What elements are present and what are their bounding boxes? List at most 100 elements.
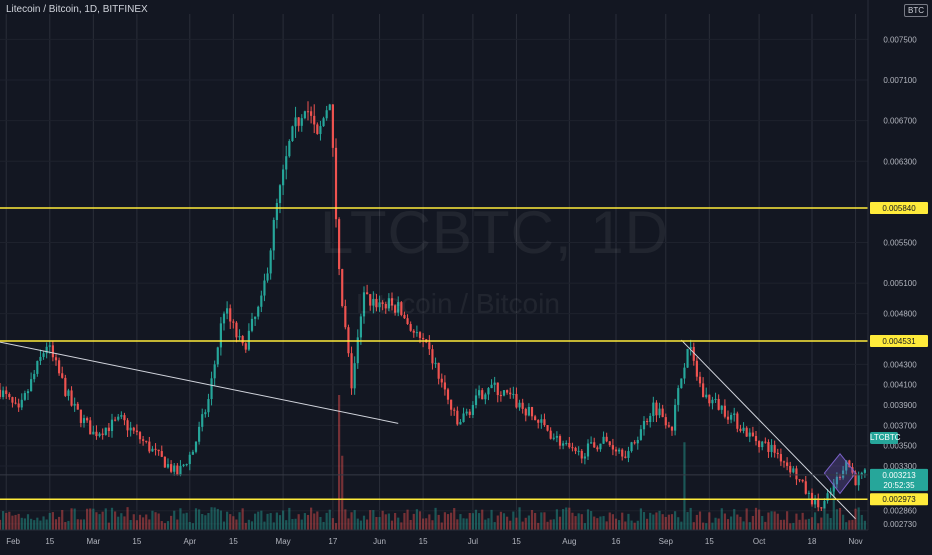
candle-body	[820, 507, 823, 509]
volume-bar	[484, 519, 487, 530]
volume-bar	[571, 512, 574, 530]
candle-body	[770, 444, 773, 452]
volume-bar	[266, 513, 269, 530]
volume-bar	[801, 512, 804, 530]
volume-bar	[95, 512, 98, 530]
volume-bar	[11, 515, 14, 530]
volume-bar	[733, 509, 736, 530]
volume-bar	[145, 514, 148, 530]
volume-bar	[580, 514, 583, 530]
candle-body	[226, 308, 229, 314]
candle-body	[390, 298, 394, 306]
volume-bar	[207, 512, 210, 530]
volume-bar	[415, 509, 418, 530]
volume-bar	[384, 514, 387, 530]
candle-body	[779, 454, 782, 462]
volume-bar	[543, 512, 546, 530]
ticker-badge: LTCBTC	[870, 432, 901, 444]
currency-scale-badge[interactable]: BTC	[904, 4, 928, 17]
candle-body	[232, 321, 235, 323]
candle-body	[860, 472, 863, 475]
y-tick-label: 0.007100	[883, 76, 917, 85]
volume-bar	[61, 509, 64, 530]
volume-bar	[487, 518, 490, 530]
symbol-title[interactable]: Litecoin / Bitcoin, 1D, BITFINEX	[6, 4, 148, 15]
volume-bar	[820, 517, 823, 530]
candle-body	[219, 323, 222, 348]
volume-bar	[761, 516, 764, 530]
candle-body	[104, 427, 107, 435]
volume-bar	[730, 516, 733, 530]
volume-bar	[73, 508, 76, 530]
volume-bar	[826, 513, 829, 530]
volume-bar	[213, 507, 216, 530]
volume-bar	[82, 519, 86, 530]
x-tick-label: 15	[705, 537, 714, 546]
candle-body	[456, 410, 459, 425]
candle-body	[350, 353, 353, 389]
volume-bar	[170, 515, 173, 530]
candle-body	[117, 416, 120, 420]
candle-body	[462, 413, 465, 423]
candle-body	[558, 436, 562, 446]
candle-body	[39, 356, 42, 361]
volume-bar	[244, 522, 247, 530]
candle-body	[826, 493, 829, 501]
candle-body	[191, 451, 194, 455]
volume-bar	[226, 511, 229, 530]
x-tick-label: Mar	[86, 537, 100, 546]
volume-bar	[412, 513, 415, 530]
candle-body	[506, 390, 509, 393]
volume-bar	[316, 511, 319, 530]
candle-body	[571, 447, 574, 449]
watermark-symbol: LTCBTC, 1D	[320, 199, 669, 266]
level-price-text: 0.004531	[882, 337, 916, 346]
volume-bar	[238, 512, 241, 530]
candle-body	[524, 408, 527, 416]
volume-bar	[814, 512, 817, 530]
volume-bar	[854, 508, 857, 530]
volume-bar	[848, 520, 851, 530]
volume-bar	[319, 516, 322, 530]
volume-bar	[786, 511, 789, 530]
volume-bar	[630, 520, 633, 530]
volume-bar	[474, 509, 478, 530]
volume-bar	[677, 517, 680, 530]
volume-bar	[325, 512, 328, 530]
candle-body	[446, 389, 450, 400]
candle-body	[188, 454, 191, 465]
volume-bar	[577, 513, 580, 530]
volume-bar	[590, 511, 593, 530]
candle-body	[437, 362, 440, 379]
volume-bar	[459, 514, 462, 530]
candle-body	[154, 448, 157, 450]
volume-bar	[297, 514, 300, 530]
volume-bar	[646, 518, 649, 530]
candle-body	[829, 491, 832, 494]
volume-bar	[353, 510, 356, 530]
volume-bar	[185, 512, 188, 530]
volume-bar	[173, 510, 176, 530]
volume-bar	[527, 515, 530, 530]
volume-bar	[838, 508, 842, 530]
candle-body	[515, 393, 518, 408]
volume-bar	[250, 521, 254, 530]
candle-body	[478, 390, 481, 396]
candle-body	[627, 451, 630, 458]
candle-body	[138, 432, 142, 440]
candle-body	[201, 414, 204, 427]
candle-body	[854, 472, 857, 486]
volume-bar	[176, 519, 179, 530]
candle-body	[67, 390, 70, 396]
volume-bar	[845, 522, 848, 530]
volume-bar	[636, 520, 639, 530]
volume-bar	[807, 518, 810, 530]
volume-bar	[216, 508, 219, 530]
volume-bar	[123, 516, 126, 530]
volume-bar	[832, 482, 835, 530]
volume-bar	[605, 521, 608, 530]
volume-bar	[524, 517, 527, 530]
candle-body	[92, 431, 95, 435]
